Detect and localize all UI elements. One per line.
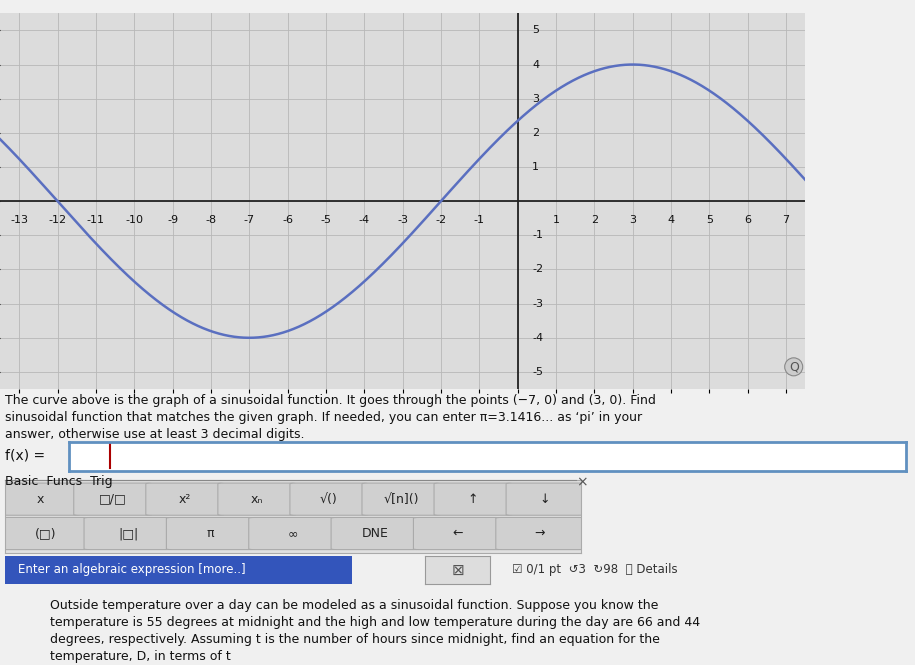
Text: 6: 6 <box>744 215 751 225</box>
Text: x: x <box>37 493 44 505</box>
Text: -7: -7 <box>243 215 254 225</box>
FancyBboxPatch shape <box>506 483 584 515</box>
Text: temperature is 55 degrees at midnight and the high and low temperature during th: temperature is 55 degrees at midnight an… <box>50 616 701 629</box>
FancyBboxPatch shape <box>249 517 337 549</box>
FancyBboxPatch shape <box>414 517 501 549</box>
Text: ←: ← <box>452 527 463 540</box>
Text: ↓: ↓ <box>540 493 550 505</box>
Text: Q: Q <box>789 360 799 373</box>
Text: DNE: DNE <box>361 527 389 540</box>
FancyBboxPatch shape <box>2 517 90 549</box>
FancyBboxPatch shape <box>290 483 368 515</box>
Text: f(x) =: f(x) = <box>5 448 45 463</box>
Text: Outside temperature over a day can be modeled as a sinusoidal function. Suppose : Outside temperature over a day can be mo… <box>50 598 659 612</box>
Text: ☑ 0/1 pt  ↺3  ↻98  ⓘ Details: ☑ 0/1 pt ↺3 ↻98 ⓘ Details <box>512 563 678 577</box>
Text: -1: -1 <box>533 230 544 240</box>
Text: -5: -5 <box>320 215 331 225</box>
Text: 4: 4 <box>667 215 674 225</box>
Text: -6: -6 <box>282 215 293 225</box>
Text: 5: 5 <box>705 215 713 225</box>
Text: The curve above is the graph of a sinusoidal function. It goes through the point: The curve above is the graph of a sinuso… <box>5 394 655 407</box>
Text: □/□: □/□ <box>99 493 126 505</box>
Text: -3: -3 <box>533 299 544 309</box>
Text: 2: 2 <box>591 215 597 225</box>
Text: -4: -4 <box>533 332 544 342</box>
Text: temperature, D, in terms of t: temperature, D, in terms of t <box>50 650 231 664</box>
Text: -13: -13 <box>10 215 28 225</box>
FancyBboxPatch shape <box>167 517 254 549</box>
FancyBboxPatch shape <box>362 483 440 515</box>
Text: √(): √() <box>320 493 338 505</box>
Text: →: → <box>534 527 545 540</box>
Text: (□): (□) <box>35 527 57 540</box>
Text: -12: -12 <box>48 215 67 225</box>
Text: Basic  Funcs  Trig: Basic Funcs Trig <box>5 475 113 489</box>
Text: |□|: |□| <box>118 527 138 540</box>
Text: 1: 1 <box>533 162 539 172</box>
Text: √[n](): √[n]() <box>383 493 419 505</box>
FancyBboxPatch shape <box>2 483 80 515</box>
Text: 1: 1 <box>553 215 559 225</box>
Text: xₙ: xₙ <box>251 493 263 505</box>
Text: 5: 5 <box>533 25 539 35</box>
Text: 3: 3 <box>533 94 539 104</box>
FancyBboxPatch shape <box>84 517 172 549</box>
Text: -9: -9 <box>167 215 178 225</box>
Text: sinusoidal function that matches the given graph. If needed, you can enter π=3.1: sinusoidal function that matches the giv… <box>5 411 641 424</box>
Text: π: π <box>207 527 214 540</box>
Text: degrees, respectively. Assuming t is the number of hours since midnight, find an: degrees, respectively. Assuming t is the… <box>50 633 661 646</box>
FancyBboxPatch shape <box>218 483 296 515</box>
Text: 3: 3 <box>630 215 636 225</box>
Text: answer, otherwise use at least 3 decimal digits.: answer, otherwise use at least 3 decimal… <box>5 428 304 442</box>
Text: -1: -1 <box>474 215 485 225</box>
Text: -3: -3 <box>397 215 408 225</box>
Text: -5: -5 <box>533 367 544 377</box>
Text: -11: -11 <box>87 215 105 225</box>
Text: -10: -10 <box>125 215 144 225</box>
Text: ↑: ↑ <box>468 493 479 505</box>
FancyBboxPatch shape <box>496 517 584 549</box>
FancyBboxPatch shape <box>74 483 152 515</box>
FancyBboxPatch shape <box>145 483 223 515</box>
Text: Enter an algebraic expression [more..]: Enter an algebraic expression [more..] <box>18 563 246 577</box>
Text: -4: -4 <box>359 215 370 225</box>
Text: -8: -8 <box>205 215 217 225</box>
Text: 7: 7 <box>782 215 790 225</box>
Text: x²: x² <box>178 493 191 505</box>
Text: -2: -2 <box>533 265 544 275</box>
FancyBboxPatch shape <box>434 483 511 515</box>
Text: 2: 2 <box>533 128 539 138</box>
FancyBboxPatch shape <box>331 517 419 549</box>
Text: 4: 4 <box>533 60 539 70</box>
Text: -2: -2 <box>436 215 447 225</box>
Text: ⊠: ⊠ <box>451 563 464 577</box>
Text: ∞: ∞ <box>287 527 298 540</box>
Text: ×: × <box>576 475 588 489</box>
